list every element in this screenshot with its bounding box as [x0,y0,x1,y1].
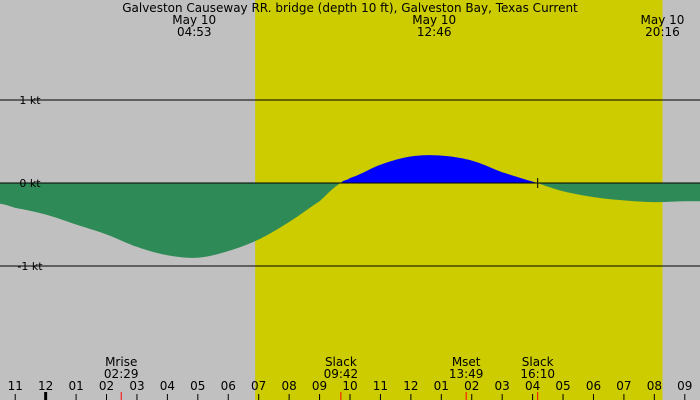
top-date-label: May 10 [172,13,216,27]
hour-tick-label: 06 [586,379,601,393]
hour-tick-label: 10 [342,379,357,393]
hour-tick-label: 03 [129,379,144,393]
event-name-label: Mrise [105,355,137,369]
event-name-label: Slack [325,355,357,369]
event-name-label: Mset [452,355,481,369]
hour-tick-label: 12 [403,379,418,393]
hour-tick-label: 06 [221,379,236,393]
hour-tick-label: 01 [68,379,83,393]
hour-tick-label: 09 [677,379,692,393]
hour-tick-label: 08 [647,379,662,393]
event-time-label: 13:49 [449,367,484,381]
top-date-label: May 10 [412,13,456,27]
top-time-label: 12:46 [417,25,452,39]
hour-tick-label: 09 [312,379,327,393]
top-time-label: 04:53 [177,25,212,39]
y-tick-label: -1 kt [17,260,43,273]
y-tick-label: 0 kt [19,177,41,190]
hour-tick-label: 02 [99,379,114,393]
event-time-label: 09:42 [324,367,359,381]
hour-tick-label: 03 [495,379,510,393]
event-time-label: 02:29 [104,367,139,381]
hour-tick-label: 04 [525,379,540,393]
top-time-label: 20:16 [645,25,680,39]
event-time-label: 16:10 [520,367,555,381]
hour-tick-label: 08 [281,379,296,393]
ebb-current-area [538,183,700,203]
hour-tick-label: 12 [38,379,53,393]
hour-tick-label: 05 [555,379,570,393]
top-date-label: May 10 [641,13,685,27]
chart-title: Galveston Causeway RR. bridge (depth 10 … [122,1,578,15]
hour-tick-label: 05 [190,379,205,393]
hour-tick-label: 07 [251,379,266,393]
hour-tick-label: 11 [373,379,388,393]
hour-tick-label: 11 [8,379,23,393]
daylight-band [255,0,663,400]
flood-current-area [340,155,538,183]
ebb-current-area [0,183,340,258]
hour-tick-label: 02 [464,379,479,393]
hour-tick-label: 07 [616,379,631,393]
y-tick-label: 1 kt [19,94,41,107]
hour-tick-label: 01 [434,379,449,393]
hour-tick-label: 04 [160,379,175,393]
event-name-label: Slack [522,355,554,369]
